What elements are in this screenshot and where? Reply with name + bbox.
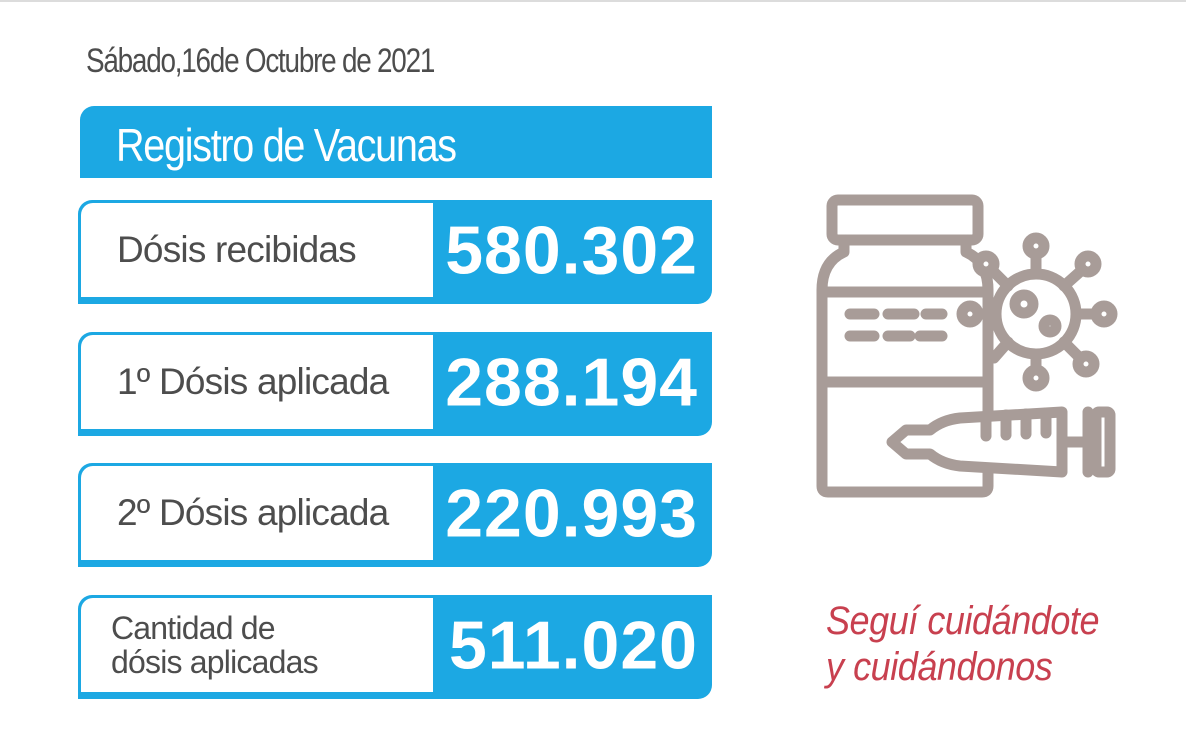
vaccine-vial-virus-syringe-icon — [810, 190, 1130, 510]
row-value: 288.194 — [445, 344, 698, 421]
slogan: Seguí cuidándote y cuidándonos — [826, 598, 1099, 690]
slogan-line2: y cuidándonos — [826, 645, 1053, 689]
row-label-box: 1º Dósis aplicada — [81, 335, 433, 429]
slogan-line1: Seguí cuidándote — [826, 599, 1100, 643]
report-date: Sábado,16de Octubre de 2021 — [86, 42, 435, 80]
row-value: 580.302 — [445, 212, 698, 289]
registry-title: Registro de Vacunas — [116, 119, 457, 171]
row-label-box: Dósis recibidas — [81, 203, 433, 297]
row-label-box: Cantidad de dósis aplicadas — [81, 598, 433, 692]
row-label-line1: Cantidad de — [111, 610, 276, 646]
registry-header: Registro de Vacunas — [80, 106, 712, 178]
top-divider — [0, 0, 1186, 2]
row-label-line2: dósis aplicadas — [111, 644, 319, 680]
row-first-dose: 1º Dósis aplicada 288.194 — [78, 332, 712, 436]
row-value: 511.020 — [448, 607, 698, 684]
row-doses-received: Dósis recibidas 580.302 — [78, 200, 712, 304]
row-total-applied: Cantidad de dósis aplicadas 511.020 — [78, 595, 712, 699]
row-second-dose: 2º Dósis aplicada 220.993 — [78, 463, 712, 567]
row-label: Cantidad de dósis aplicadas — [111, 611, 411, 679]
row-label: 2º Dósis aplicada — [117, 492, 389, 533]
row-label: 1º Dósis aplicada — [117, 361, 389, 402]
row-label: Dósis recibidas — [117, 229, 357, 270]
row-label-box: 2º Dósis aplicada — [81, 466, 433, 560]
row-value: 220.993 — [445, 475, 698, 552]
